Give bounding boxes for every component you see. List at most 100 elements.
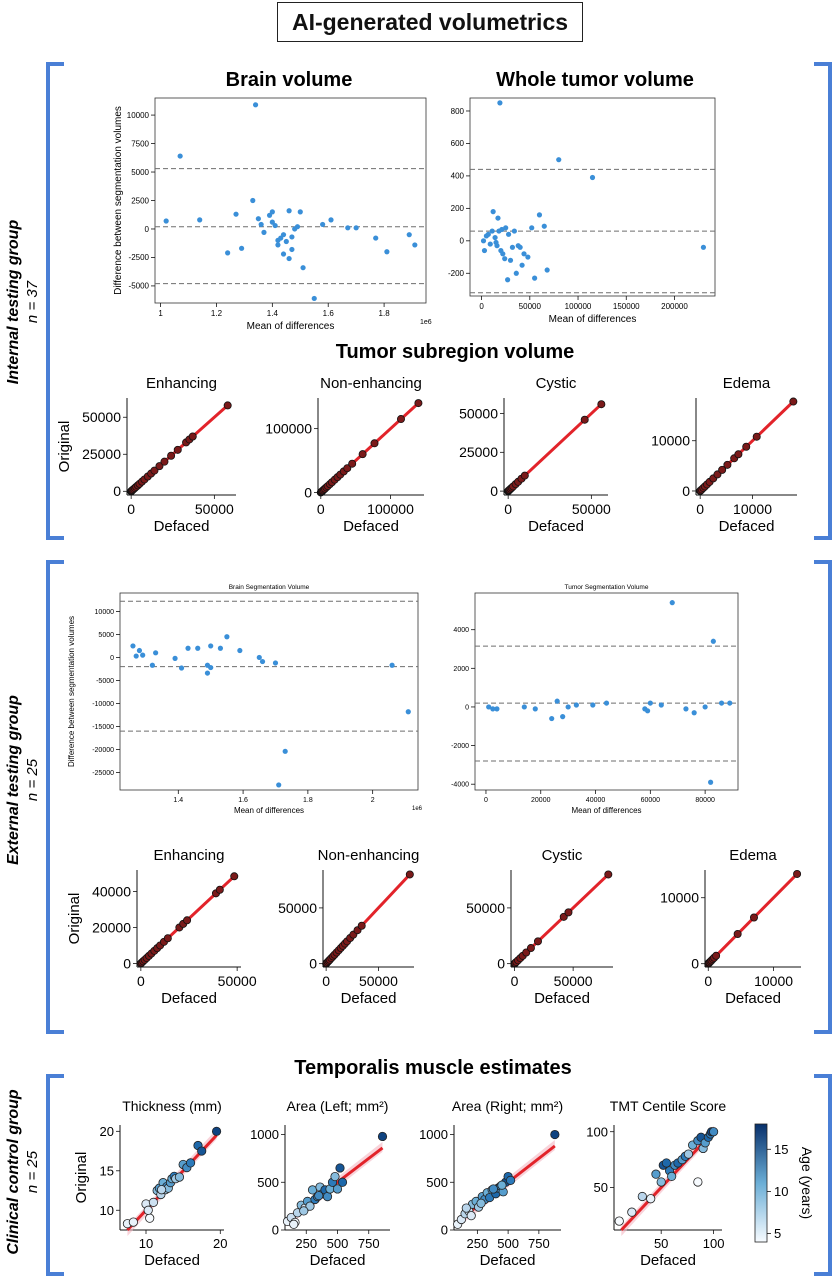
data-point: [148, 1197, 159, 1207]
data-point: [406, 232, 412, 238]
x-tick-label: 10000: [733, 501, 772, 517]
x-tick-label: 1.6: [323, 309, 335, 318]
chart-title: Edema: [723, 375, 771, 392]
data-point: [256, 654, 262, 661]
y-tick-label: 800: [451, 107, 465, 116]
x-tick-label: 20000: [531, 797, 551, 804]
data-point: [658, 702, 664, 708]
data-point: [718, 700, 725, 706]
data-point: [208, 643, 214, 649]
data-point: [590, 702, 596, 708]
x-multiplier: 1e6: [412, 806, 423, 812]
x-tick-label: 200000: [661, 302, 688, 311]
data-point: [289, 234, 295, 240]
x-axis-label: Defaced: [144, 1252, 200, 1269]
y-axis-label: Difference between segmentation volumes: [113, 106, 124, 295]
chart-external-nonenhancing: 0 50000 0 50000 Non-enhancing Defaced: [278, 847, 419, 1007]
data-point: [195, 645, 201, 651]
y-tick-label: 50: [594, 1180, 608, 1195]
data-point: [163, 218, 169, 224]
chart-title: Brain Segmentation Volume: [229, 584, 310, 591]
x-tick-label: 2: [371, 797, 375, 804]
data-point: [702, 704, 708, 710]
data-point: [656, 1177, 666, 1187]
data-point: [502, 256, 508, 262]
data-point: [282, 748, 288, 754]
y-tick-label: 0: [691, 956, 699, 972]
data-point: [487, 241, 493, 247]
x-axis-label: Defaced: [528, 518, 584, 535]
x-tick-label: 50000: [572, 501, 611, 517]
data-point: [532, 275, 538, 281]
colorbar-ticks: 5 10 15: [767, 1142, 788, 1241]
data-point: [377, 1131, 388, 1142]
data-point: [252, 102, 259, 108]
data-point: [556, 157, 562, 163]
data-point: [486, 704, 492, 710]
colorbar-tick-label: 5: [774, 1226, 781, 1241]
data-point: [280, 251, 287, 257]
y-tick-label: -4000: [451, 782, 469, 789]
data-point: [793, 869, 802, 878]
data-point: [140, 652, 146, 658]
group-brackets: [46, 62, 832, 1276]
chart-external-edema: 0 10000 0 10000 Edema Defaced: [660, 847, 802, 1007]
data-point: [505, 277, 511, 283]
data-point: [173, 445, 182, 454]
chart-external-cystic: 0 50000 0 50000 Cystic Defaced: [466, 847, 613, 1007]
chart-title: Thickness (mm): [122, 1098, 222, 1114]
data-point: [160, 457, 169, 466]
chart-internal-nonenhancing: 0 100000 0 100000 Non-enhancing Defaced: [265, 375, 424, 535]
data-point: [712, 951, 721, 960]
data-point: [480, 238, 487, 244]
data-point: [150, 466, 159, 475]
data-point: [204, 670, 211, 676]
x-axis-label: Defaced: [534, 990, 590, 1007]
data-point: [565, 704, 571, 710]
data-point: [733, 930, 742, 939]
group-n-external: n = 25: [24, 758, 41, 801]
colorbar-gradient: [754, 1123, 768, 1243]
data-point: [145, 1213, 155, 1223]
data-point: [414, 399, 423, 408]
data-point: [311, 295, 317, 302]
bracket-internal-right: [814, 62, 832, 540]
data-point: [335, 1163, 345, 1173]
y-axis-label: Original: [66, 893, 83, 945]
data-point: [497, 100, 503, 106]
data-point: [511, 228, 517, 234]
data-point: [217, 645, 224, 651]
x-tick-label: 80000: [695, 797, 715, 804]
y-tick-label: 50000: [278, 900, 317, 916]
x-tick-label: 40000: [586, 797, 606, 804]
x-tick-label: 50000: [218, 973, 257, 989]
plot-frame: [469, 97, 716, 297]
data-point: [647, 700, 653, 706]
x-tick-label: 500: [497, 1236, 519, 1251]
chart-title: Area (Right; mm²): [452, 1098, 563, 1114]
y-tick-label: -10000: [92, 701, 114, 708]
data-point: [272, 660, 279, 666]
y-tick-label: 0: [441, 1223, 448, 1238]
data-point: [348, 459, 357, 468]
data-point: [589, 174, 596, 181]
chart-external-enhancing: 0 50000 0 20000 40000 Enhancing Defaced Origina…: [66, 847, 257, 1007]
y-tick-label: 0: [145, 225, 150, 234]
y-tick-label: 2500: [131, 196, 149, 205]
data-point: [255, 216, 261, 222]
y-tick-label: 20: [100, 1124, 114, 1139]
data-point: [519, 262, 525, 268]
data-point: [614, 1216, 624, 1226]
y-tick-label: -20000: [92, 747, 114, 754]
y-tick-label: 0: [465, 704, 469, 711]
data-point: [517, 244, 523, 250]
data-point: [734, 450, 743, 459]
data-point: [536, 212, 543, 218]
data-point: [708, 779, 714, 785]
x-tick-label: 50000: [195, 501, 234, 517]
data-point: [283, 238, 289, 245]
x-tick-label: 100: [703, 1236, 725, 1251]
data-point: [157, 1185, 167, 1195]
y-tick-label: 0: [490, 483, 498, 499]
